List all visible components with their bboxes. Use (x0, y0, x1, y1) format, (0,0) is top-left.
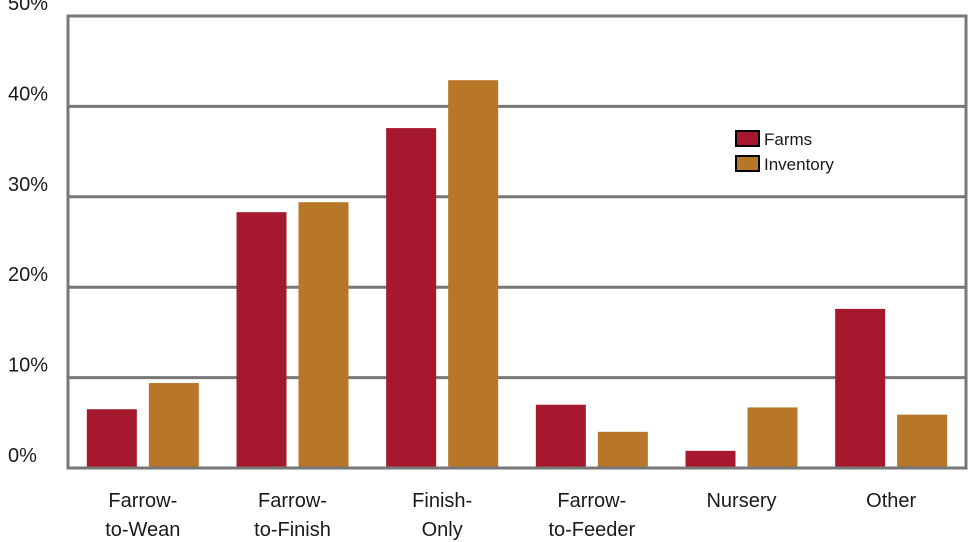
x-axis-category-labels: Farrow-to-Wean Farrow-to-Finish Finish- Onl… (105, 490, 916, 541)
x-category-label: Other (866, 490, 916, 512)
y-tick-label: 0% (8, 445, 37, 467)
y-tick-label: 50% (8, 0, 48, 15)
bar-farms-5 (835, 308, 886, 468)
y-axis-tick-labels: 0% 10% 20% 30% 40% 50% (8, 0, 48, 467)
x-category-label: to-Wean (105, 519, 180, 541)
plot-frame (66, 14, 968, 470)
y-tick-label: 40% (8, 83, 48, 105)
y-tick-label: 20% (8, 264, 48, 286)
y-tick-label: 30% (8, 174, 48, 196)
legend: Farms Inventory (735, 130, 834, 174)
x-category-label: Only (422, 519, 463, 541)
bar-inventory-3 (597, 431, 648, 468)
bar-inventory-5 (897, 414, 948, 468)
x-category-label: to-Finish (254, 519, 331, 541)
y-tick-label: 10% (8, 355, 48, 377)
x-category-label: Farrow- (557, 490, 626, 512)
x-category-label: Nursery (706, 490, 776, 512)
x-category-label: Finish- (412, 490, 472, 512)
x-category-label: to-Feeder (548, 519, 635, 541)
bar-farms-1 (236, 212, 287, 468)
gridlines (68, 104, 966, 380)
legend-swatch-inventory (735, 155, 760, 172)
bar-inventory-2 (448, 80, 499, 469)
bar-inventory-1 (298, 202, 349, 468)
bar-farms-0 (86, 409, 137, 468)
bars (86, 80, 948, 469)
bar-farms-2 (386, 128, 437, 468)
legend-label-farms: Farms (764, 130, 812, 149)
bar-inventory-4 (747, 407, 798, 468)
legend-swatch-farms (735, 130, 760, 147)
bar-farms-4 (685, 450, 736, 468)
x-category-label: Farrow- (108, 490, 177, 512)
legend-label-inventory: Inventory (764, 155, 834, 174)
bar-inventory-0 (148, 383, 199, 468)
bar-farms-3 (535, 404, 586, 468)
x-category-label: Farrow- (258, 490, 327, 512)
